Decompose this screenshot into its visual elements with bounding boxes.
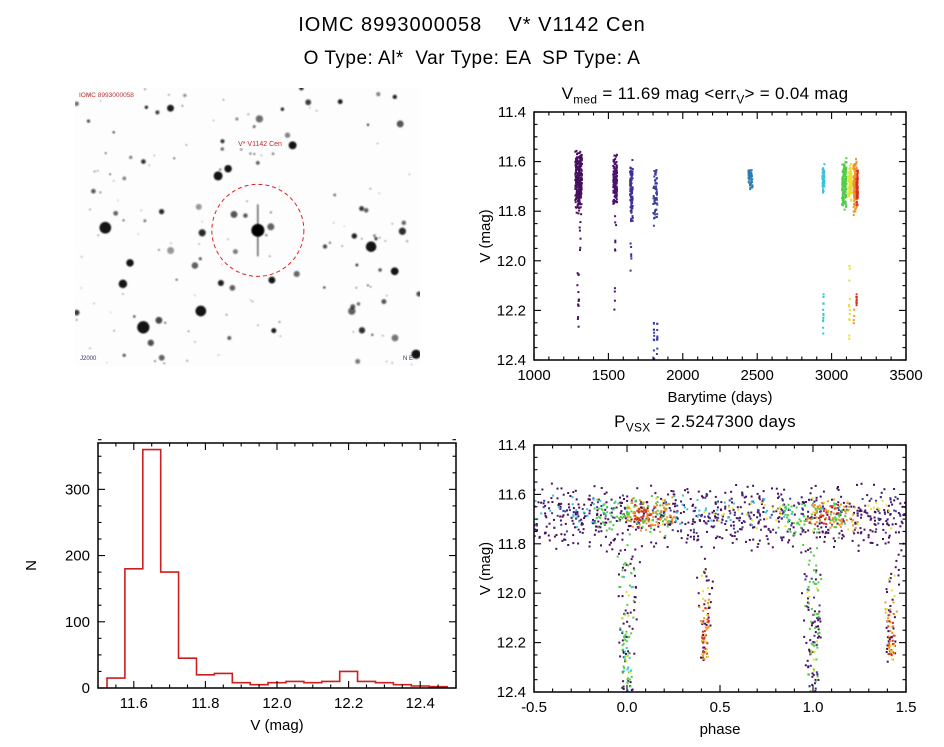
y-tick-label: 11.6 (498, 486, 526, 503)
x-tick-label: 3500 (889, 367, 922, 384)
object-types-subtitle: O Type: Al* Var Type: EA SP Type: A (303, 48, 641, 69)
x-tick-label: 0.5 (710, 699, 731, 716)
y-tick-label: 12.4 (497, 352, 526, 369)
data-points (534, 482, 906, 692)
x-tick-label: 12.4 (406, 695, 435, 712)
y-axis-label: V (mag) (477, 542, 494, 595)
phase-plot-title: PVSX = 2.5247300 days (468, 412, 942, 434)
y-tick-label: 300 (65, 481, 90, 498)
y-tick-label: 100 (65, 614, 90, 631)
x-tick-label: 12.2 (334, 695, 363, 712)
x-tick-label: 1.5 (896, 699, 917, 716)
x-tick-label: 3000 (815, 367, 848, 384)
finding-chart-image: IOMC 8993000058 V* V1142 Cen J2000 N E (75, 88, 420, 366)
x-axis-label: phase (700, 721, 741, 738)
y-tick-label: 12.0 (497, 585, 526, 602)
x-tick-label: 0.0 (617, 699, 638, 716)
histogram-outline (106, 448, 448, 689)
lc-title-v: V (561, 84, 574, 103)
x-axis-label: Barytime (days) (667, 389, 772, 406)
x-axis-label: V (mag) (250, 717, 303, 734)
axes: -0.5 0.0 0.5 1.0 1.5 11.4 11.6 11.8 12.0 12.2 12.4… (477, 437, 916, 738)
image-annotation-target-label: V* V1142 Cen (238, 141, 282, 148)
axes: 11.6 11.8 12.0 12.2 12.4 0 100 200 300 V (mag) N (23, 439, 457, 734)
lc-title-sub-med: med (573, 92, 598, 107)
x-tick-label: -0.5 (521, 699, 547, 716)
image-annotation-topleft: IOMC 8993000058 (79, 92, 134, 99)
page-title: IOMC 8993000058 V* V1142 Cen (298, 14, 646, 36)
ph-title-p: P (614, 412, 626, 431)
y-axis-label: V (mag) (477, 209, 494, 262)
target-star (251, 223, 265, 237)
y-tick-label: 0 (82, 680, 90, 697)
y-tick-label: 11.6 (498, 154, 526, 171)
ph-title-end: = 2.5247300 days (650, 412, 796, 431)
x-tick-label: 2500 (741, 367, 774, 384)
x-tick-label: 1000 (517, 367, 550, 384)
data-points (574, 149, 859, 360)
y-tick-label: 12.2 (497, 635, 526, 652)
ph-title-sub-vsx: VSX (625, 420, 651, 435)
phase-folded-plot: -0.5 0.0 0.5 1.0 1.5 11.4 11.6 11.8 12.0 12.2 12.4… (477, 437, 916, 738)
y-tick-label: 12.4 (497, 684, 526, 701)
x-tick-label: 11.6 (120, 695, 148, 712)
x-tick-label: 2000 (666, 367, 699, 384)
y-tick-label: 11.4 (498, 104, 526, 121)
lc-title-sub-v: V (736, 92, 745, 107)
y-tick-label: 11.8 (498, 536, 526, 553)
x-tick-label: 1500 (592, 367, 625, 384)
image-background (75, 88, 420, 366)
image-annotation-bottomleft: J2000 (80, 356, 97, 362)
image-annotation-bottomright: N E (403, 356, 413, 362)
y-tick-label: 11.4 (498, 437, 526, 454)
y-tick-label: 12.2 (497, 302, 526, 319)
magnitude-histogram-plot: 11.6 11.8 12.0 12.2 12.4 0 100 200 300 V (mag) N (23, 439, 457, 734)
y-axis-label: N (23, 560, 40, 571)
y-tick-label: 200 (65, 548, 90, 565)
stars (75, 88, 420, 366)
y-tick-label: 12.0 (497, 253, 526, 270)
target-marker-circle (211, 183, 305, 277)
lightcurve-title: Vmed = 11.69 mag <errV> = 0.04 mag (468, 84, 942, 106)
axes: 1000 1500 2000 2500 3000 3500 11.4 11.6 11.8 12.0… (477, 104, 923, 406)
lc-title-end: > = 0.04 mag (744, 84, 849, 103)
lightcurve-plot: 1000 1500 2000 2500 3000 3500 11.4 11.6 11.8 12.0… (477, 104, 923, 406)
x-tick-label: 12.0 (262, 695, 291, 712)
lc-title-mid: = 11.69 mag <err (597, 84, 737, 103)
x-tick-label: 11.8 (191, 695, 219, 712)
y-tick-label: 11.8 (498, 203, 526, 220)
x-tick-label: 1.0 (803, 699, 824, 716)
